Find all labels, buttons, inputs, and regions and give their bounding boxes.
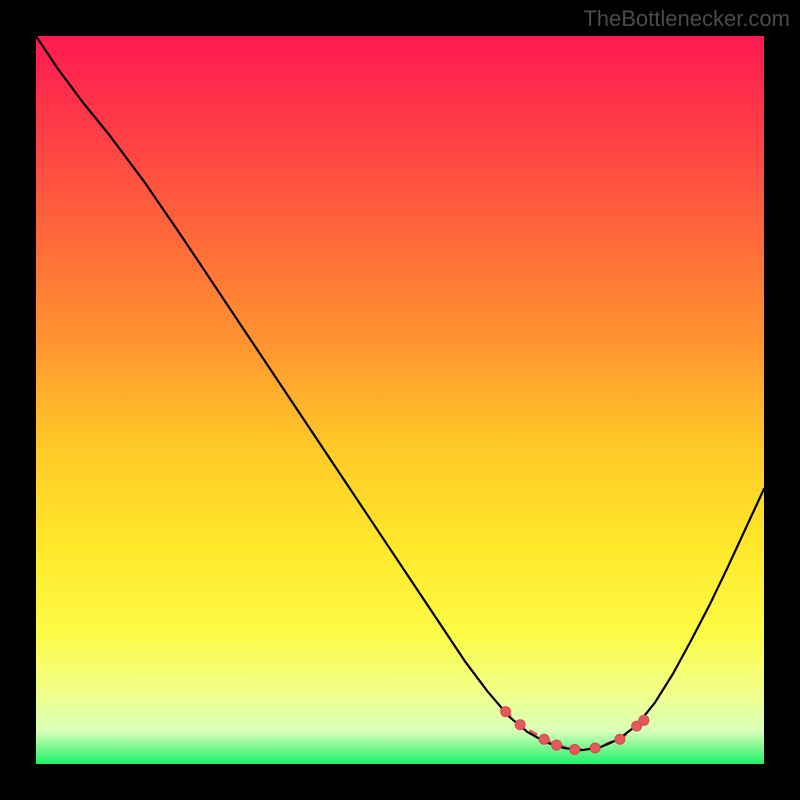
marker-dot xyxy=(552,740,562,750)
chart-frame: TheBottlenecker.com xyxy=(0,0,800,800)
plot-area xyxy=(36,36,764,764)
marker-dot xyxy=(501,707,511,717)
marker-dot xyxy=(570,744,580,754)
marker-dot xyxy=(515,720,525,730)
marker-dot xyxy=(615,734,625,744)
marker-dot xyxy=(590,743,600,753)
plot-background xyxy=(36,36,764,764)
plot-svg xyxy=(36,36,764,764)
watermark-text: TheBottlenecker.com xyxy=(583,6,790,32)
marker-dot xyxy=(539,734,549,744)
marker-dot xyxy=(639,715,649,725)
